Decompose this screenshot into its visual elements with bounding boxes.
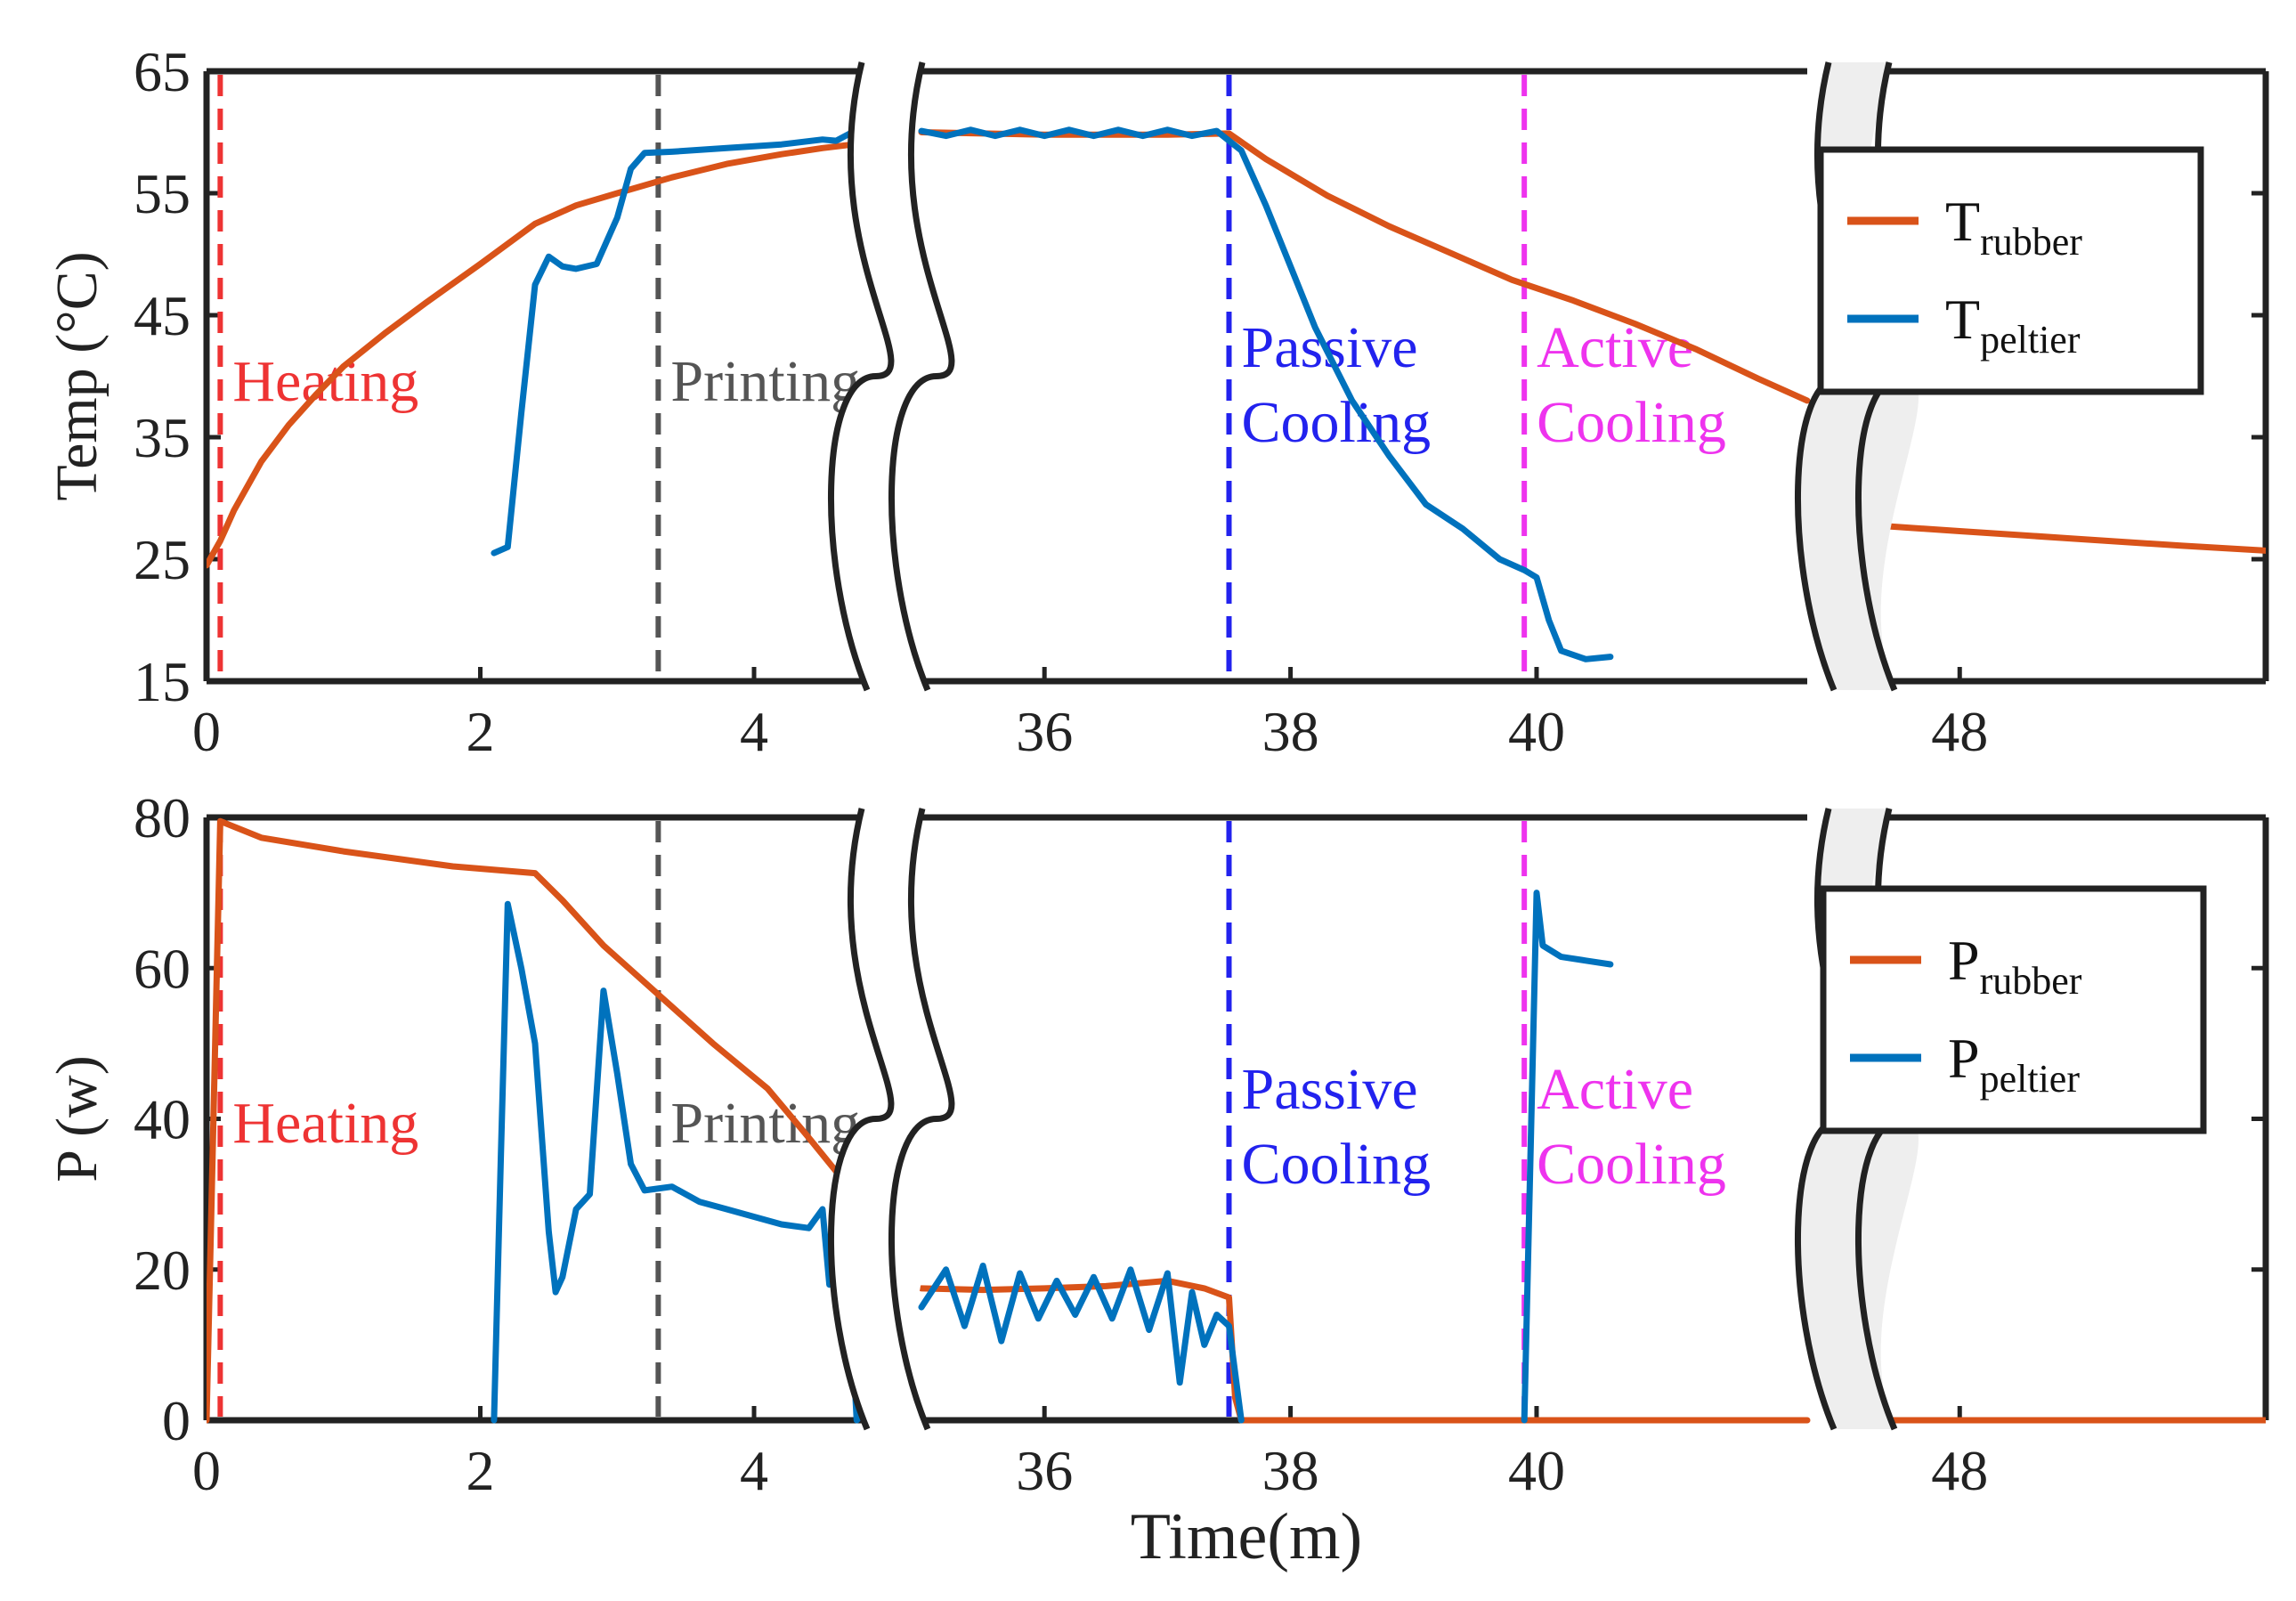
phase-label: Printing — [670, 1091, 860, 1156]
legend-box — [1820, 885, 2207, 1134]
axis-break-line — [827, 61, 895, 692]
x-tick-label: 0 — [192, 1439, 221, 1502]
legend-entry-P-peltier: Ppeltier — [1948, 1027, 2080, 1101]
legend-main: T — [1945, 288, 1980, 351]
x-tick-label: 36 — [1016, 1439, 1073, 1502]
series-line-P_rubber — [918, 1277, 1811, 1424]
phase-label: Heating — [232, 1091, 418, 1156]
x-tick-label: 48 — [1931, 1439, 1988, 1502]
y-tick-label: 45 — [134, 284, 191, 347]
legend-main: P — [1948, 929, 1980, 992]
y-tick-label: 35 — [134, 406, 191, 469]
axis-break-line — [827, 808, 895, 1431]
x-tick-label: 2 — [467, 1439, 495, 1502]
x-tick-label: 48 — [1931, 700, 1988, 763]
series-line-T_peltier — [491, 129, 867, 557]
y-tick-label: 0 — [162, 1389, 191, 1452]
legend-sub: peltier — [1980, 1057, 2081, 1101]
series-line-T_rubber — [1884, 523, 2266, 554]
power-panel: 0 20 40 60 80 0 2 4 36 38 40 48 P (w) Time(m) Heating P… — [45, 786, 2269, 1573]
series-line-T_rubber — [207, 140, 867, 569]
axis-frame-segment — [921, 68, 1807, 685]
legend-box — [1817, 146, 2204, 395]
axis-frame-segment — [1887, 68, 2266, 685]
phase-label: Cooling — [1537, 390, 1726, 455]
axis-break-line — [888, 808, 955, 1431]
y-tick-label: 65 — [134, 40, 191, 103]
series-line-T_peltier — [918, 126, 1614, 662]
legend-main: P — [1948, 1027, 1980, 1090]
phase-label: Cooling — [1241, 1132, 1431, 1197]
y-tick-label: 25 — [134, 528, 191, 591]
x-tick-label: 36 — [1016, 700, 1073, 763]
y-axis-label: P (w) — [45, 1055, 110, 1182]
series-line-T_rubber — [918, 129, 1811, 404]
phase-label: Cooling — [1537, 1132, 1726, 1197]
x-tick-label: 38 — [1262, 1439, 1319, 1502]
axis-break-line — [888, 61, 955, 692]
y-tick-label: 40 — [134, 1088, 191, 1151]
phase-label: Cooling — [1241, 390, 1431, 455]
x-axis-label: Time(m) — [1131, 1500, 1362, 1573]
y-tick-label: 80 — [134, 786, 191, 849]
legend-entry-T-peltier: Tpeltier — [1945, 288, 2081, 362]
phase-label: Active — [1537, 315, 1693, 380]
x-tick-label: 0 — [192, 700, 221, 763]
legend-sub: rubber — [1980, 959, 2082, 1003]
axis-break-gap — [831, 809, 952, 1429]
series-line-P_rubber — [207, 817, 867, 1424]
y-tick-label: 20 — [134, 1239, 191, 1302]
series-line-P_peltier — [1521, 890, 1614, 1424]
phase-label: Printing — [670, 349, 860, 414]
axis-break-gap — [831, 62, 952, 690]
x-tick-label: 4 — [740, 700, 768, 763]
y-axis-label: Temp (°C) — [45, 251, 110, 500]
x-tick-label: 2 — [467, 700, 495, 763]
x-tick-label: 40 — [1508, 700, 1565, 763]
x-tick-label: 40 — [1508, 1439, 1565, 1502]
series-line-P_peltier — [918, 1263, 1245, 1424]
legend-sub: peltier — [1980, 318, 2081, 362]
legend-entry-T-rubber: Trubber — [1945, 190, 2082, 264]
legend-sub: rubber — [1980, 220, 2082, 264]
y-tick-label: 15 — [134, 650, 191, 713]
x-tick-label: 38 — [1262, 700, 1319, 763]
series-line-P_peltier — [491, 900, 867, 1424]
phase-label: Passive — [1241, 1057, 1417, 1122]
phase-label: Active — [1537, 1057, 1693, 1122]
y-tick-label: 60 — [134, 937, 191, 1000]
legend-main: T — [1945, 190, 1980, 253]
phase-label: Passive — [1241, 315, 1417, 380]
legend-entry-P-rubber: Prubber — [1948, 929, 2082, 1003]
y-tick-label: 55 — [134, 162, 191, 225]
x-tick-label: 4 — [740, 1439, 768, 1502]
